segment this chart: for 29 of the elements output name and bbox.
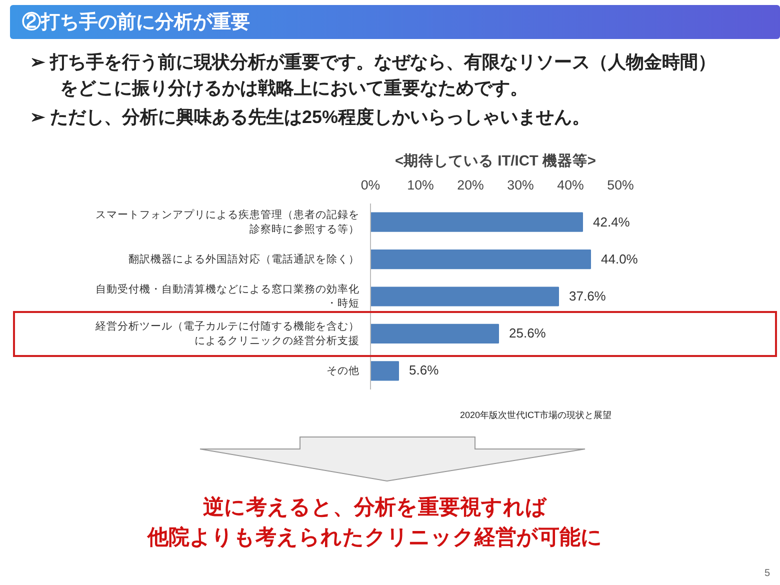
text: 逆に考えると、分析を重要視すれば	[203, 496, 547, 519]
y-tick-label: 自動受付機・自動清算機などによる窓口業務の効率化・時短	[96, 282, 360, 310]
x-tick-label: 10%	[407, 178, 434, 192]
x-tick-label: 0%	[360, 178, 380, 192]
text: 他院よりも考えられたクリニック経営が可能に	[148, 526, 602, 550]
text: 2020年版次世代ICT市場の現状と展望	[460, 409, 612, 422]
text: 5	[764, 567, 770, 581]
data-label: 37.6%	[569, 288, 606, 306]
x-tick-label: 40%	[557, 178, 584, 192]
text: ➢ 打ち手を行う前に現状分析が重要です。なぜなら、有限なリソース（人物金時間）をどこに振り分けるかは戦略上において重要なためです。	[30, 51, 718, 100]
bar	[370, 286, 559, 306]
y-tick-label: その他	[326, 364, 360, 377]
x-tick-label: 20%	[457, 178, 484, 192]
data-label: 5.6%	[409, 362, 439, 380]
y-tick-label: スマートフォンアプリによる疾患管理（患者の記録を診察時に参照する等）	[96, 208, 360, 236]
bar	[370, 212, 583, 232]
x-tick-label: 50%	[607, 178, 634, 192]
bar	[370, 361, 399, 381]
bar	[370, 324, 499, 344]
bar	[370, 250, 591, 270]
data-label: 25.6%	[509, 324, 546, 343]
x-tick-label: 30%	[507, 178, 534, 192]
chart-title: <期待している IT/ICT 機器等>	[395, 152, 596, 170]
text: ➢ ただし、分析に興味ある先生は25%程度しかいらっしゃいません。	[30, 106, 592, 130]
text: ②打ち手の前に分析が重要	[22, 10, 250, 35]
data-label: 42.4%	[593, 213, 630, 232]
y-tick-label: 経営分析ツール（電子カルテに付随する機能を含む）によるクリニックの経営分析支援	[94, 320, 360, 347]
y-tick-label: 翻訳機器による外国語対応（電話通訳を除く）	[128, 252, 360, 266]
data-label: 44.0%	[601, 250, 638, 269]
